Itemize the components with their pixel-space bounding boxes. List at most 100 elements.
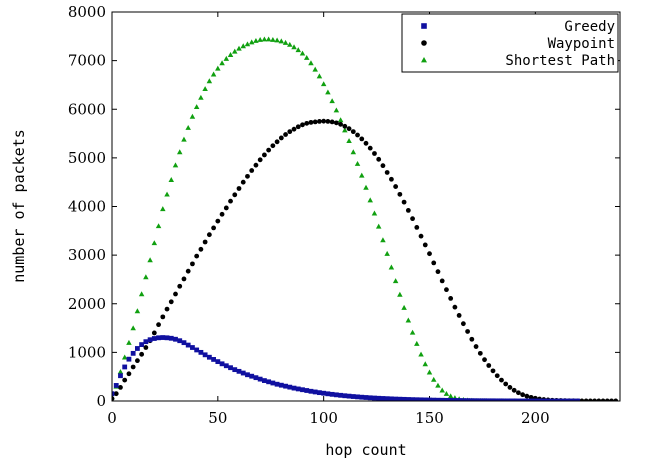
data-point xyxy=(444,287,449,293)
data-point xyxy=(409,329,416,335)
data-point xyxy=(312,66,318,72)
data-point xyxy=(350,394,356,399)
legend-label: Shortest Path xyxy=(505,53,615,69)
data-point xyxy=(338,392,343,398)
data-point xyxy=(350,129,356,135)
data-point xyxy=(333,107,340,113)
data-point xyxy=(456,313,462,318)
data-point xyxy=(219,211,225,217)
data-point xyxy=(431,397,437,401)
legend-marker xyxy=(421,23,427,29)
data-point xyxy=(469,398,475,401)
data-point xyxy=(160,314,166,320)
data-point xyxy=(223,55,230,61)
data-point xyxy=(359,394,365,400)
data-point xyxy=(190,261,195,267)
data-point xyxy=(181,276,187,282)
data-point xyxy=(135,346,140,351)
data-point xyxy=(274,381,280,387)
data-point xyxy=(367,145,373,151)
data-point xyxy=(317,119,322,124)
data-point xyxy=(265,36,272,42)
data-point xyxy=(185,342,191,348)
data-point xyxy=(248,39,255,45)
data-point xyxy=(376,395,382,401)
y-tick-label: 2000 xyxy=(68,295,106,313)
data-point xyxy=(418,397,424,401)
data-point xyxy=(117,369,124,375)
data-point xyxy=(333,120,339,126)
y-tick-label: 3000 xyxy=(68,246,106,264)
data-point xyxy=(274,37,280,43)
data-point xyxy=(414,397,420,401)
data-point xyxy=(202,239,208,245)
data-point xyxy=(215,218,221,224)
data-point xyxy=(274,139,280,145)
series-triangle xyxy=(112,36,516,401)
data-point xyxy=(126,356,132,362)
data-point xyxy=(342,127,348,133)
data-point xyxy=(405,397,411,401)
data-point xyxy=(579,398,585,401)
data-point xyxy=(112,396,115,401)
data-points xyxy=(112,36,619,401)
data-point xyxy=(223,205,229,211)
data-point xyxy=(270,143,276,149)
data-point xyxy=(486,398,492,401)
legend-marker xyxy=(421,40,427,46)
data-point xyxy=(138,291,145,297)
data-point xyxy=(372,395,377,401)
data-point xyxy=(372,151,377,156)
data-point xyxy=(278,382,284,388)
data-point xyxy=(482,398,487,401)
data-point xyxy=(177,283,183,289)
data-point xyxy=(465,398,470,401)
data-point xyxy=(202,86,208,92)
data-point xyxy=(435,269,441,275)
data-point xyxy=(359,172,365,178)
data-point xyxy=(367,395,373,401)
data-point xyxy=(295,47,302,53)
data-point xyxy=(410,397,415,401)
data-point xyxy=(346,393,352,399)
y-axis-ticks: 0 1000 2000 3000 4000 5000 6000 7000 8000 xyxy=(68,3,620,410)
data-point xyxy=(168,335,174,341)
x-tick-label: 50 xyxy=(208,409,227,427)
data-point xyxy=(126,371,132,377)
data-point xyxy=(426,369,433,375)
data-point xyxy=(410,216,415,222)
data-point xyxy=(227,52,234,57)
y-tick-label: 4000 xyxy=(68,198,106,216)
data-point xyxy=(430,376,437,382)
data-point xyxy=(448,398,454,401)
data-point xyxy=(176,149,183,155)
series-square xyxy=(112,335,581,401)
data-point xyxy=(236,186,242,191)
legend-label: Greedy xyxy=(564,19,615,35)
data-point xyxy=(359,136,365,142)
data-point xyxy=(202,352,208,358)
data-point xyxy=(414,225,420,230)
data-point xyxy=(291,126,297,132)
data-point xyxy=(503,398,509,401)
data-point xyxy=(520,392,526,398)
data-point xyxy=(189,113,196,119)
series-circle xyxy=(112,118,619,401)
data-point xyxy=(278,38,285,44)
legend-box xyxy=(401,13,619,73)
data-point xyxy=(283,383,288,389)
data-point xyxy=(151,240,158,246)
x-tick-label: 200 xyxy=(521,409,550,427)
data-point xyxy=(448,296,454,301)
data-point xyxy=(160,335,166,340)
data-point xyxy=(316,73,323,79)
data-point xyxy=(397,191,403,197)
data-point xyxy=(266,147,272,153)
data-point xyxy=(287,41,293,47)
y-tick-label: 1000 xyxy=(68,343,106,361)
data-point xyxy=(122,377,128,383)
data-point xyxy=(393,396,399,401)
data-point xyxy=(173,291,178,297)
x-tick-label: 100 xyxy=(309,409,338,427)
data-point xyxy=(490,368,496,374)
